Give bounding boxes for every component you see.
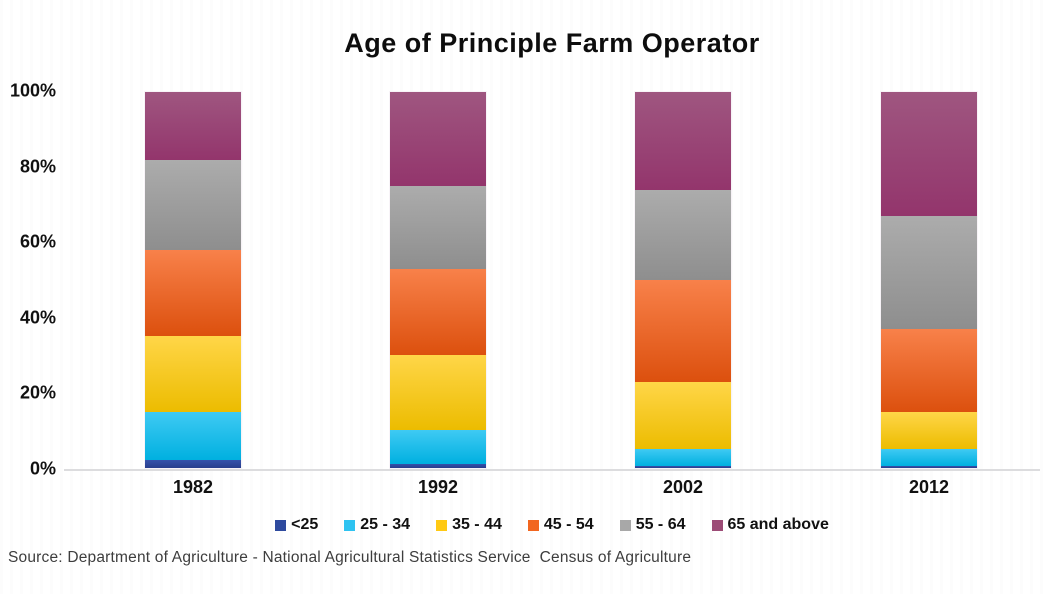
bar-1992 <box>389 91 487 469</box>
legend-swatch-35-44 <box>436 519 448 531</box>
y-axis: 100% 80% 60% 40% 20% 0% <box>0 81 56 479</box>
x-axis: 1982 1992 2002 2012 <box>64 477 1040 503</box>
segment-45-54-2002 <box>635 280 731 382</box>
legend-swatch-65-and-above <box>711 519 723 531</box>
legend-swatch-25-34 <box>344 519 356 531</box>
segment-55-64-1982 <box>145 159 241 250</box>
segment-65-and-above-2012 <box>881 92 977 217</box>
segment-25-34-2002 <box>635 449 731 467</box>
legend-item-55-64: 55 - 64 <box>619 516 686 534</box>
segment-55-64-1992 <box>390 186 486 269</box>
chart-title: Age of Principle Farm Operator <box>344 28 760 58</box>
legend-label-45-54: 45 - 54 <box>543 516 594 533</box>
y-axis-label-60: 60% <box>19 231 56 252</box>
legend-label-65-and-above: 65 and above <box>727 516 829 533</box>
segment-25-34-1992 <box>390 430 486 465</box>
legend-item-65-and-above: 65 and above <box>711 516 829 534</box>
x-axis-label-2012: 2012 <box>908 477 950 497</box>
segment-55-64-2012 <box>881 216 977 329</box>
legend-item-25: <25 <box>275 516 318 534</box>
legend-item-25-34: 25 - 34 <box>344 516 410 534</box>
segment-35-44-1982 <box>145 336 241 412</box>
y-axis-label-80: 80% <box>19 156 56 177</box>
segment-35-44-1992 <box>390 355 486 431</box>
segment-65-and-above-1992 <box>390 92 486 187</box>
segment-65-and-above-2002 <box>635 92 731 190</box>
segment-35-44-2002 <box>635 381 731 450</box>
segment-35-44-2012 <box>881 411 977 450</box>
bar-2002 <box>634 91 732 469</box>
segment-45-54-1982 <box>145 249 241 337</box>
source-note: Source: Department of Agriculture - Nati… <box>8 549 692 566</box>
y-axis-label-40: 40% <box>19 307 56 328</box>
segment-25-34-2012 <box>881 449 977 467</box>
segment-25-2012 <box>881 466 977 468</box>
segment-25-34-1982 <box>145 411 241 461</box>
legend: <25 25 - 34 35 - 44 45 - 54 55 - 64 65 and ab… <box>64 516 1040 534</box>
segment-25-1992 <box>390 464 486 468</box>
segment-25-1982 <box>145 460 241 468</box>
bars-container <box>64 91 1040 469</box>
segment-25-2002 <box>635 466 731 468</box>
legend-label-55-64: 55 - 64 <box>635 516 686 533</box>
segment-55-64-2002 <box>635 189 731 281</box>
x-axis-label-1982: 1982 <box>172 477 214 497</box>
x-axis-label-1992: 1992 <box>417 477 459 497</box>
segment-45-54-1992 <box>390 268 486 356</box>
bar-2012 <box>880 91 978 469</box>
legend-item-35-44: 35 - 44 <box>436 516 502 534</box>
legend-label-25-34: 25 - 34 <box>360 516 411 533</box>
y-axis-label-20: 20% <box>19 382 56 403</box>
legend-swatch-25 <box>275 519 287 531</box>
legend-label-35-44: 35 - 44 <box>452 516 502 533</box>
y-axis-label-100: 100% <box>9 80 56 101</box>
legend-item-45-54: 45 - 54 <box>527 516 594 534</box>
legend-label-25: <25 <box>291 516 319 533</box>
y-axis-label-0: 0% <box>29 458 56 479</box>
segment-45-54-2012 <box>881 328 977 412</box>
x-axis-label-2002: 2002 <box>662 477 704 497</box>
legend-swatch-55-64 <box>619 519 631 531</box>
segment-65-and-above-1982 <box>145 92 241 160</box>
plot-area <box>64 91 1040 471</box>
legend-swatch-45-54 <box>527 519 539 531</box>
bar-1982 <box>144 91 242 469</box>
